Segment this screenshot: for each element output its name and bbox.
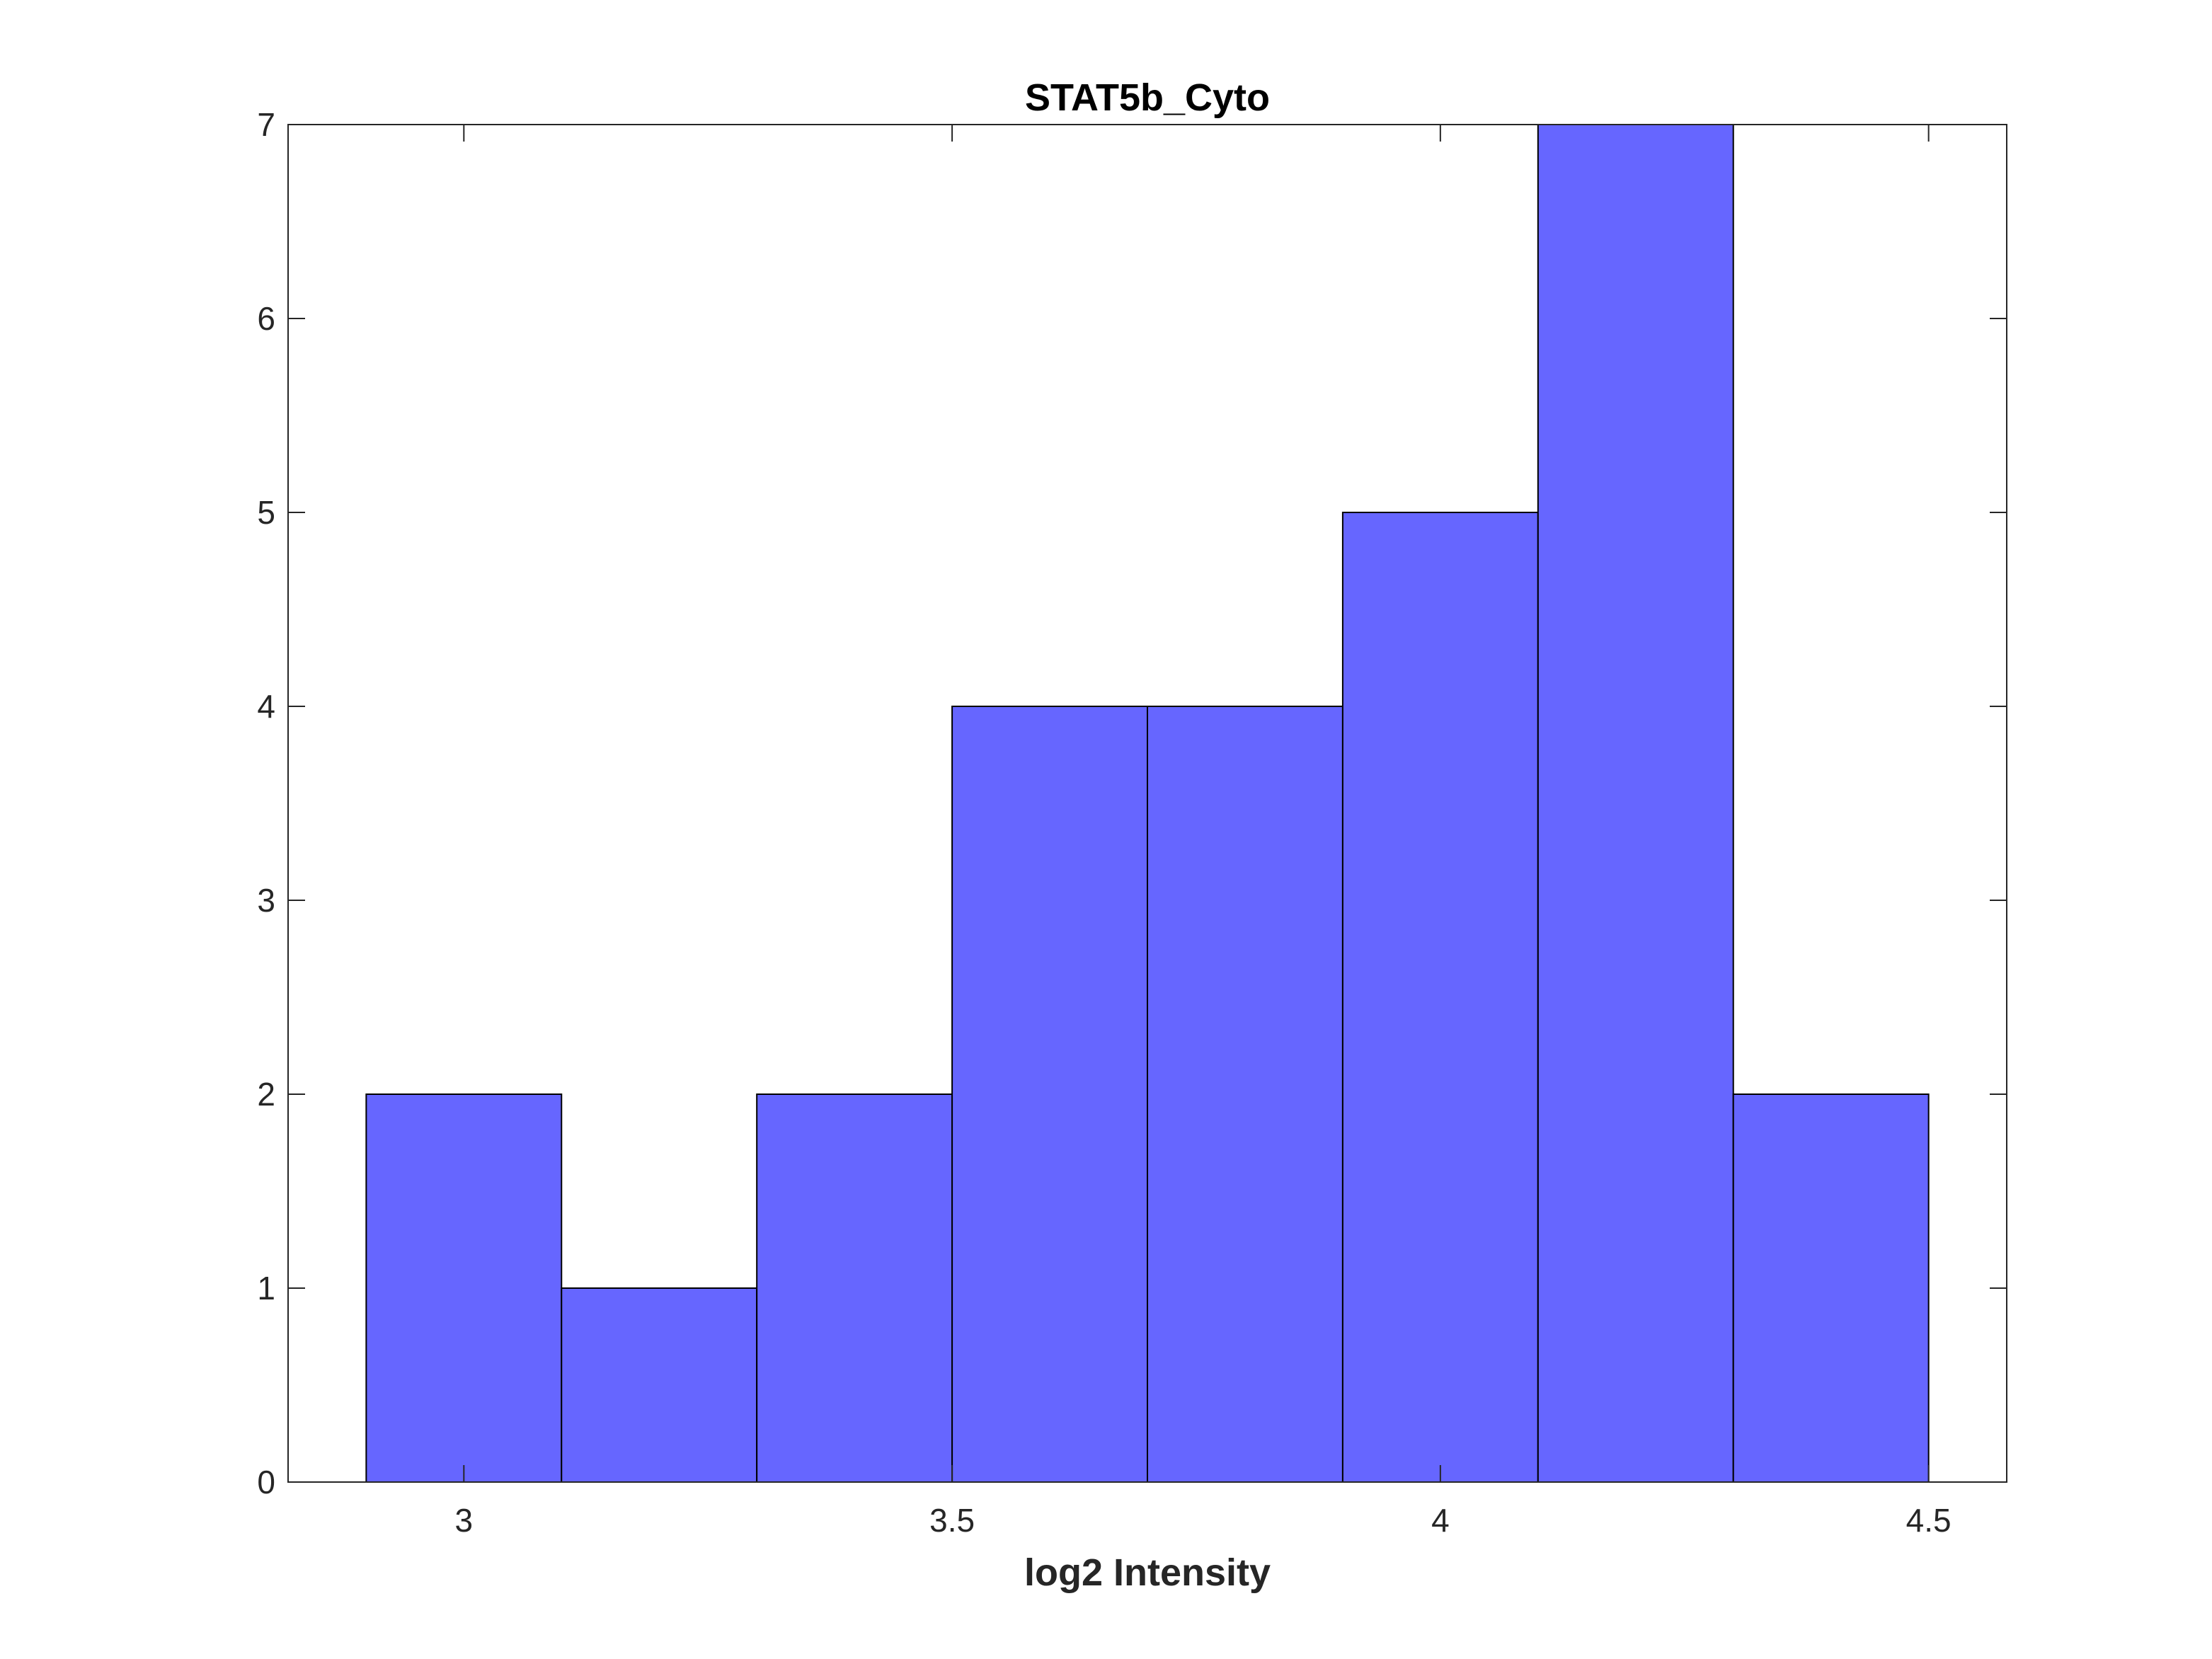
x-tick-label: 3 (455, 1502, 474, 1539)
histogram-bar (951, 706, 1149, 1483)
y-tick-label: 5 (257, 494, 275, 531)
histogram-bar (365, 1093, 563, 1483)
y-tick-label: 1 (257, 1270, 275, 1307)
x-tick-label: 3.5 (929, 1502, 975, 1539)
histogram-bar (1537, 124, 1734, 1483)
y-tick-label: 0 (257, 1464, 275, 1500)
y-tick-label: 4 (257, 688, 275, 725)
histogram-bars (365, 124, 1930, 1483)
y-tick-labels: 0 1 2 3 4 5 6 7 (257, 106, 275, 1500)
y-tick-label: 3 (257, 882, 275, 919)
histogram-bar (756, 1093, 953, 1483)
histogram-bar (1732, 1093, 1930, 1483)
x-tick-label: 4 (1431, 1502, 1450, 1539)
y-tick-label: 7 (257, 106, 275, 143)
chart-title: STAT5b_Cyto (1025, 76, 1270, 119)
axes-box (287, 124, 2007, 1483)
histogram-bar (1341, 512, 1539, 1483)
x-tick-labels: 3 3.5 4 4.5 (455, 1502, 1952, 1539)
histogram-bar (1147, 706, 1343, 1483)
x-tick-label: 4.5 (1906, 1502, 1952, 1539)
x-axis-label: log2 Intensity (1024, 1551, 1271, 1594)
histogram-bar (561, 1287, 758, 1483)
y-tick-label: 2 (257, 1076, 275, 1113)
y-tick-label: 6 (257, 300, 275, 337)
